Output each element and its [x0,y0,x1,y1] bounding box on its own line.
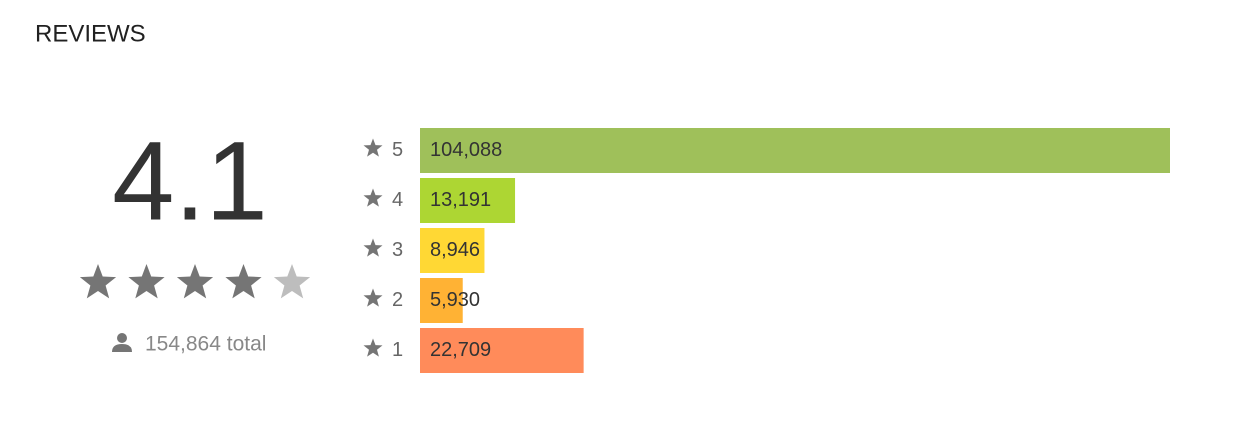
category-label: 4 [392,189,403,211]
category-star [363,238,383,257]
bar [420,328,584,373]
rating-star [225,264,262,299]
user-icon [112,333,132,352]
bar [420,278,463,323]
value-label: 104,088 [430,139,502,161]
category-label: 5 [392,139,403,161]
value-label: 13,191 [430,189,491,211]
value-label: 22,709 [430,339,491,361]
category-label: 2 [392,289,403,311]
title: REVIEWS [35,20,146,47]
total: 154,864 total [145,333,266,356]
category-star [363,338,383,357]
value-label: 8,946 [430,239,480,261]
category-star [363,188,383,207]
bar [420,128,1170,173]
bar [420,228,485,273]
category-label: 3 [392,239,403,261]
rating-star [79,264,117,299]
rating-star [176,264,214,299]
category-star [363,138,383,157]
rating-star [273,264,311,299]
category-star [363,288,383,307]
score: 4.1 [112,119,268,244]
category-label: 1 [392,339,403,361]
rating-star [128,264,165,299]
bar [420,178,516,223]
value-label: 5,930 [430,289,480,311]
